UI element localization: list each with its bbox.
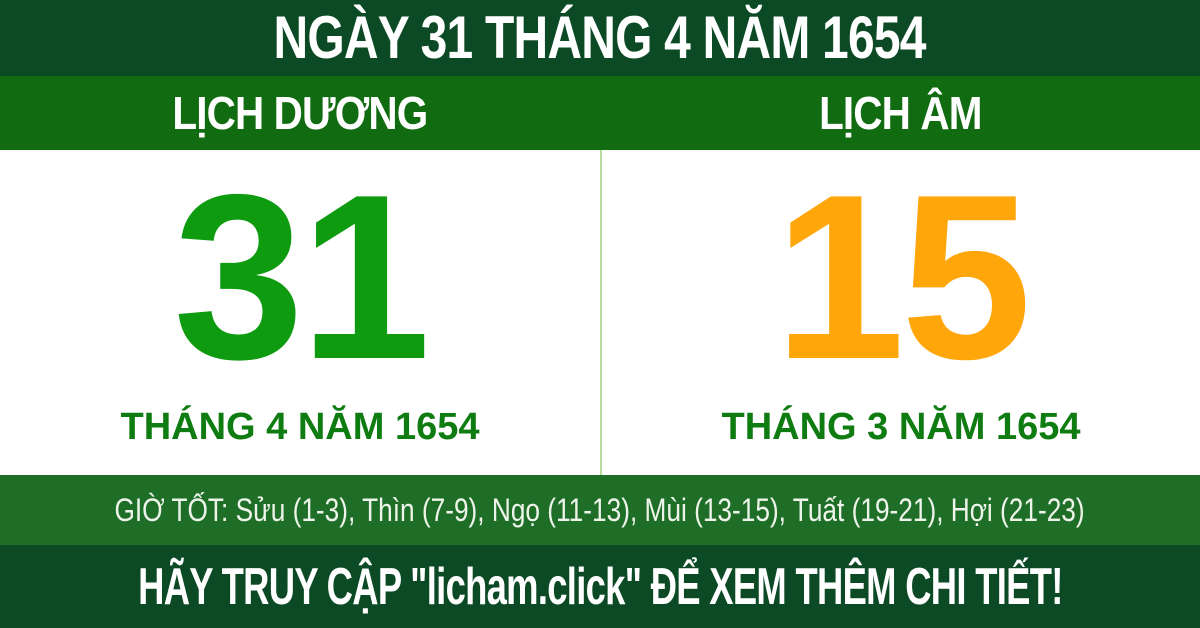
lunar-header-cell: LỊCH ÂM	[600, 76, 1200, 150]
footer-cta-bar: HÃY TRUY CẬP "licham.click" ĐỂ XEM THÊM …	[0, 545, 1200, 628]
lunar-day-wrap: 15	[774, 144, 1031, 408]
date-card: 31 THÁNG 4 NĂM 1654 15 THÁNG 3 NĂM 1654	[0, 150, 1200, 475]
calendar-type-header: LỊCH DƯƠNG LỊCH ÂM	[0, 76, 1200, 150]
date-title-bar: NGÀY 31 THÁNG 4 NĂM 1654	[0, 0, 1200, 76]
solar-day-number: 31	[173, 144, 430, 408]
lunar-month-label: THÁNG 3 NĂM 1654	[721, 406, 1081, 448]
solar-month-label: THÁNG 4 NĂM 1654	[120, 406, 480, 448]
footer-cta-text: HÃY TRUY CẬP "licham.click" ĐỂ XEM THÊM …	[137, 557, 1063, 616]
date-title: NGÀY 31 THÁNG 4 NĂM 1654	[273, 4, 927, 71]
good-hours-text: GIỜ TỐT: Sửu (1-3), Thìn (7-9), Ngọ (11-…	[114, 492, 1086, 528]
solar-day-wrap: 31	[173, 144, 430, 408]
lunar-date-panel: 15 THÁNG 3 NĂM 1654	[600, 150, 1200, 475]
solar-date-panel: 31 THÁNG 4 NĂM 1654	[0, 150, 600, 475]
lunar-day-number: 15	[774, 144, 1031, 408]
good-hours-bar: GIỜ TỐT: Sửu (1-3), Thìn (7-9), Ngọ (11-…	[0, 475, 1200, 545]
solar-calendar-header: LỊCH DƯƠNG	[172, 87, 429, 139]
lunar-calendar-header: LỊCH ÂM	[818, 87, 982, 139]
solar-header-cell: LỊCH DƯƠNG	[0, 76, 600, 150]
